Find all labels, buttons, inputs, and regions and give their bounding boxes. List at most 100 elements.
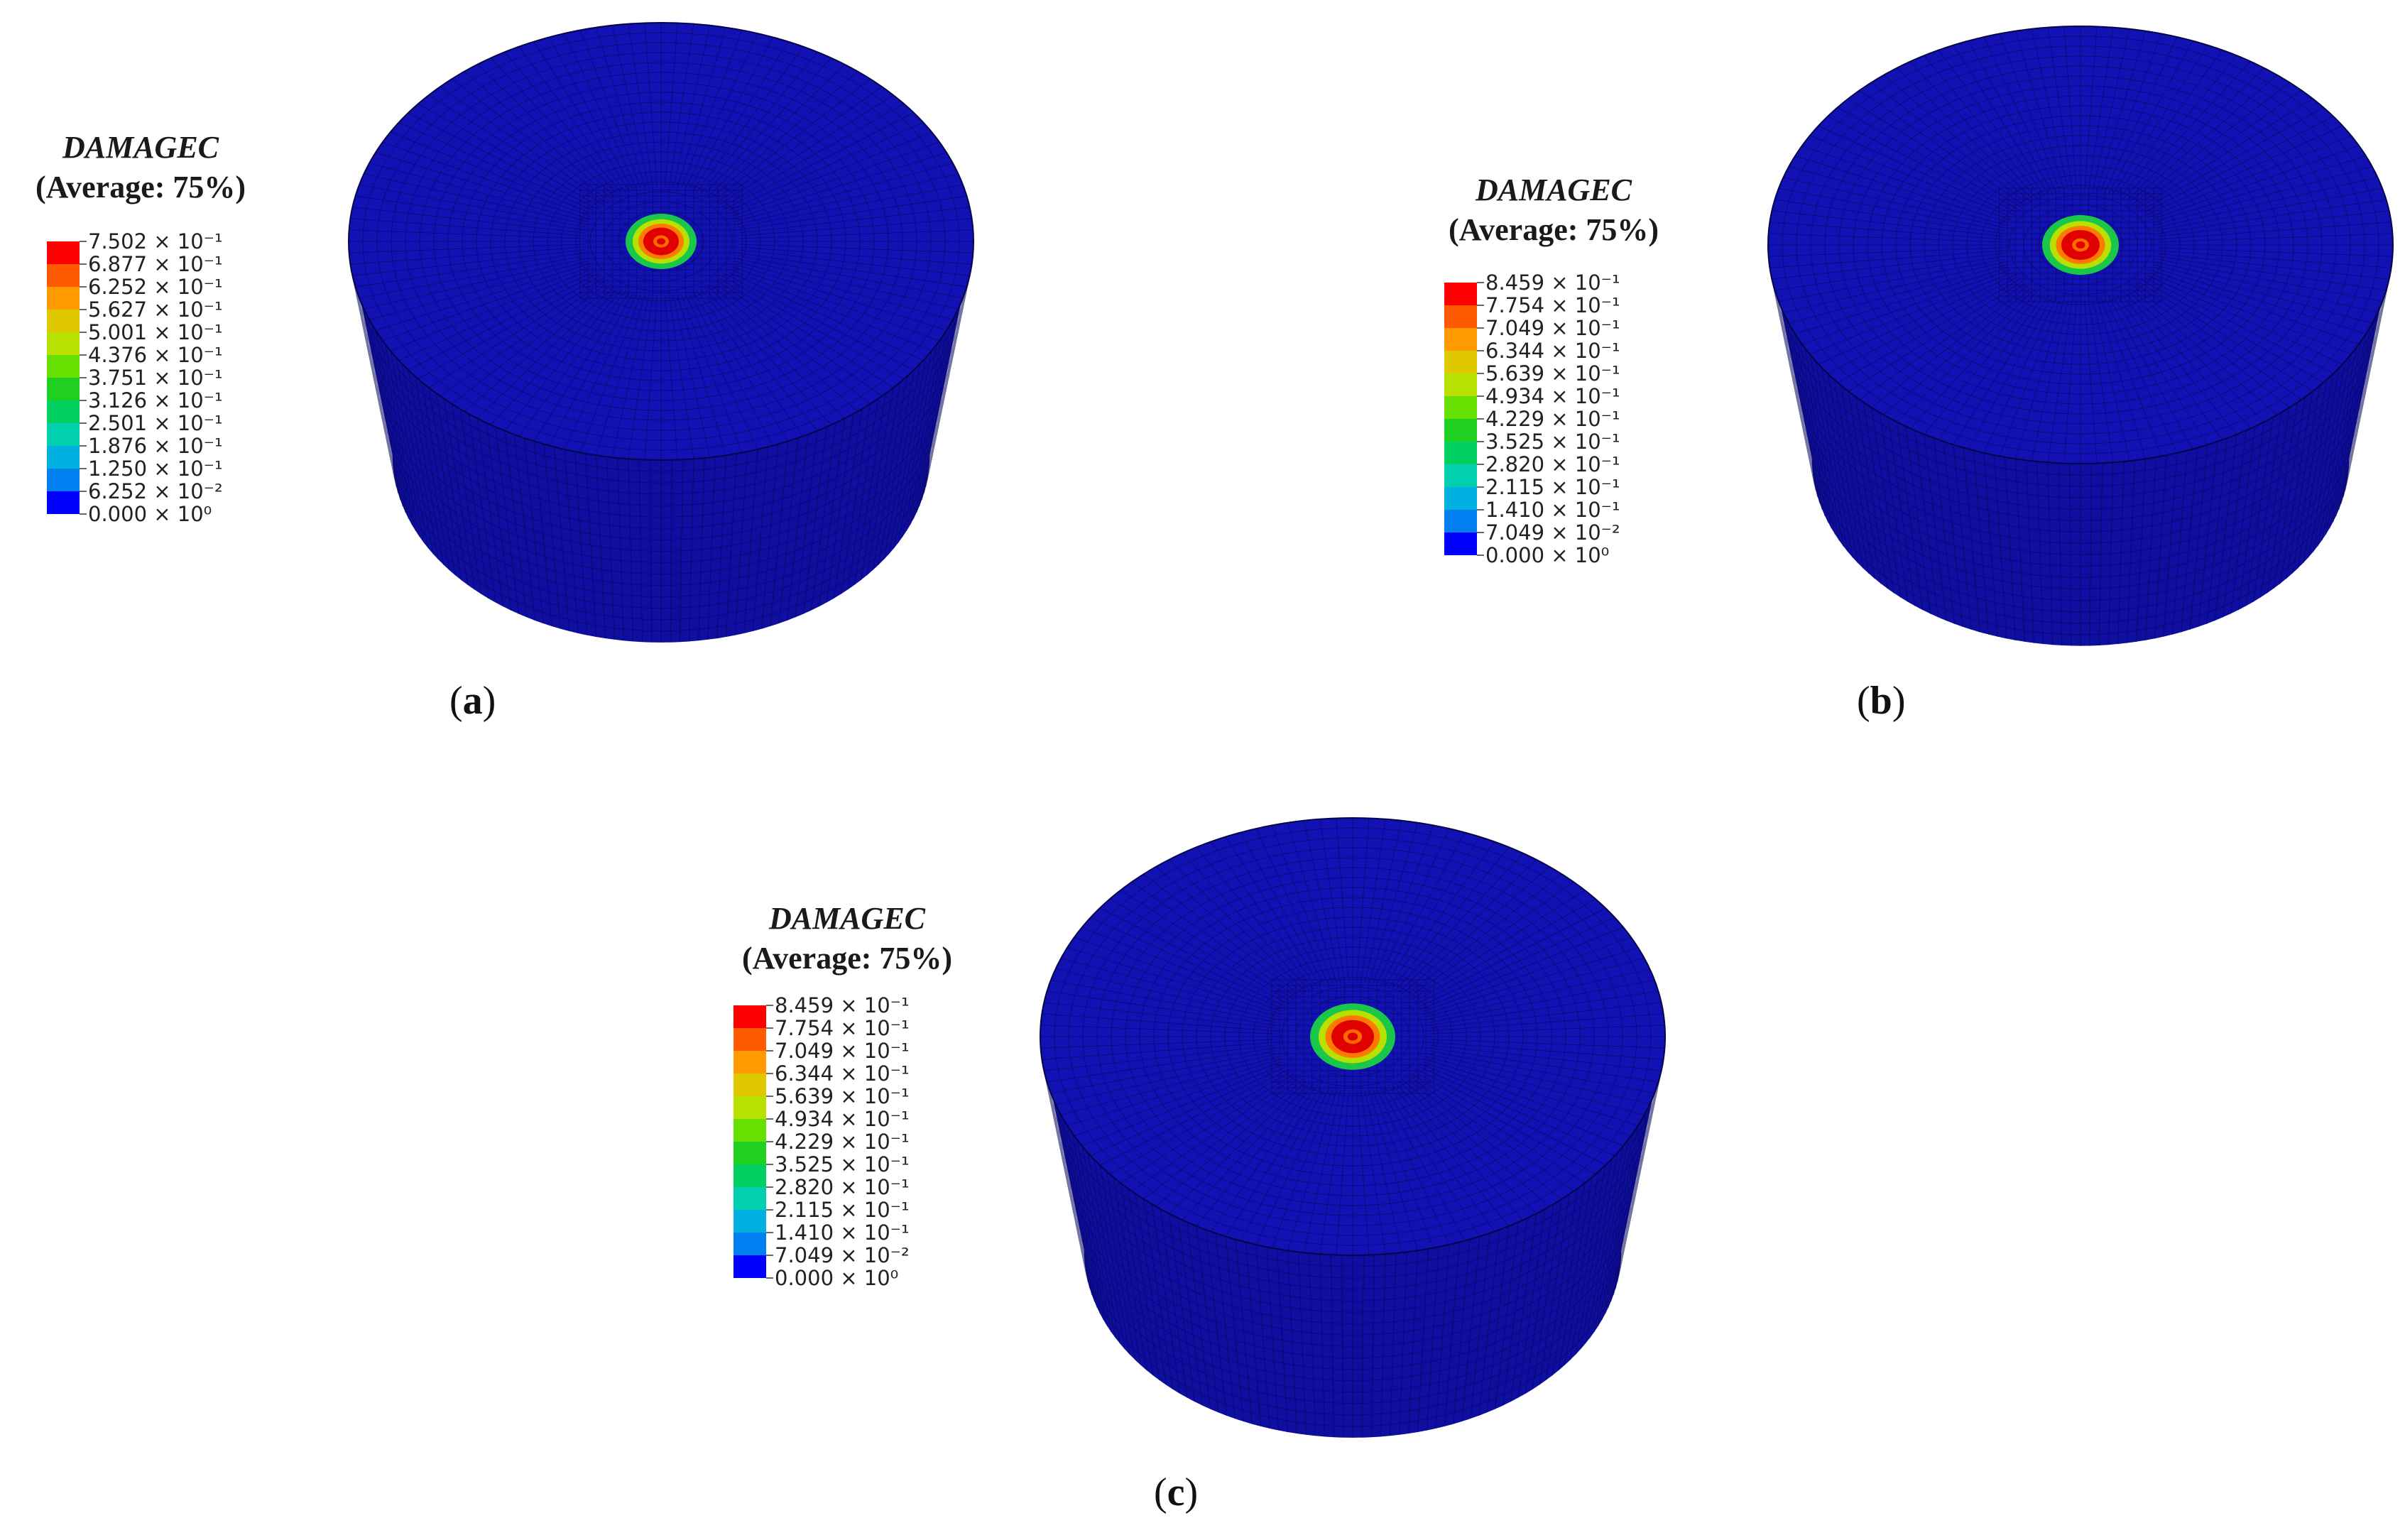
legend-tick-label: 4.229 × 10⁻¹ (775, 1130, 910, 1154)
legend-tick (1477, 305, 1484, 306)
color-swatch (1444, 487, 1477, 510)
legend-tick-label: 7.049 × 10⁻² (1485, 520, 1620, 545)
legend-tick-label: 5.639 × 10⁻¹ (775, 1084, 910, 1108)
legend-title: DAMAGEC (768, 901, 926, 936)
legend-tick (766, 1005, 773, 1006)
cylinder-model-a (348, 22, 974, 643)
legend-tick-label: 3.126 × 10⁻¹ (88, 388, 223, 413)
legend-tick (766, 1027, 773, 1029)
caption-c: (c) (1154, 1470, 1199, 1514)
color-swatch (734, 1096, 766, 1119)
legend-tick (80, 263, 87, 265)
color-swatch (47, 400, 80, 423)
legend-tick-label: 4.934 × 10⁻¹ (775, 1107, 910, 1131)
legend-tick-label: 5.639 × 10⁻¹ (1485, 361, 1620, 386)
legend-tick-label: 8.459 × 10⁻¹ (1485, 271, 1620, 295)
legend-tick-label: 1.410 × 10⁻¹ (775, 1220, 910, 1245)
legend-tick-label: 2.115 × 10⁻¹ (1485, 475, 1620, 499)
legend-subtitle: (Average: 75%) (741, 941, 953, 976)
legend-tick (1477, 373, 1484, 374)
legend-tick-label: 7.754 × 10⁻¹ (775, 1016, 910, 1040)
legend-tick (766, 1141, 773, 1142)
color-swatch (47, 378, 80, 400)
color-bar (734, 1005, 766, 1278)
color-bar (47, 241, 80, 514)
side-mesh (348, 249, 974, 643)
color-bar (1444, 283, 1477, 555)
legend-tick (766, 1096, 773, 1097)
color-swatch (734, 1074, 766, 1096)
damage-zone (1347, 1032, 1358, 1041)
cylinder-model-c (1040, 817, 1666, 1438)
legend-tick-label: 2.820 × 10⁻¹ (1485, 452, 1620, 476)
legend-tick (1477, 555, 1484, 556)
legend-tick (80, 241, 87, 242)
color-swatch (47, 310, 80, 332)
legend-tick-label: 7.754 × 10⁻¹ (1485, 293, 1620, 317)
legend-tick (80, 309, 87, 310)
legend-tick (1477, 282, 1484, 283)
color-swatch (734, 1187, 766, 1210)
caption-a: (a) (449, 679, 496, 723)
legend-tick (766, 1164, 773, 1165)
color-swatch (1444, 442, 1477, 464)
color-swatch (734, 1005, 766, 1028)
legend-tick (766, 1277, 773, 1279)
legend-tick-label: 5.001 × 10⁻¹ (88, 320, 223, 344)
legend-tick-label: 2.115 × 10⁻¹ (775, 1198, 910, 1222)
legend-tick (766, 1186, 773, 1188)
legend-tick (1477, 350, 1484, 351)
side-mesh (1767, 252, 2394, 646)
cylinder-rim (1040, 817, 1666, 1256)
legend-subtitle: (Average: 75%) (1448, 212, 1659, 247)
color-swatch (1444, 510, 1477, 533)
color-swatch (734, 1210, 766, 1233)
legend-tick-label: 3.525 × 10⁻¹ (775, 1152, 910, 1176)
color-swatch (1444, 464, 1477, 487)
legend-tick-label: 7.502 × 10⁻¹ (88, 229, 223, 253)
legend-tick-label: 6.344 × 10⁻¹ (775, 1061, 910, 1086)
legend-tick-label: 7.049 × 10⁻¹ (775, 1039, 910, 1063)
legend-tick (1477, 395, 1484, 397)
legend-tick-label: 1.410 × 10⁻¹ (1485, 498, 1620, 522)
legend-c: DAMAGEC (Average: 75%) (712, 899, 982, 978)
color-swatch (47, 264, 80, 287)
color-swatch (734, 1142, 766, 1164)
legend-tick (1477, 441, 1484, 442)
legend-tick (80, 400, 87, 401)
color-swatch (1444, 283, 1477, 305)
color-swatch (47, 332, 80, 355)
legend-tick (766, 1232, 773, 1233)
legend-tick-label: 3.525 × 10⁻¹ (1485, 430, 1620, 454)
color-swatch (47, 241, 80, 264)
legend-tick (80, 286, 87, 288)
legend-title: DAMAGEC (62, 130, 219, 165)
legend-tick (766, 1073, 773, 1074)
color-swatch (1444, 305, 1477, 328)
legend-tick-label: 4.376 × 10⁻¹ (88, 343, 223, 367)
legend-tick-label: 5.627 × 10⁻¹ (88, 297, 223, 322)
damage-zone (657, 238, 665, 245)
legend-tick-label: 0.000 × 10⁰ (1485, 543, 1610, 567)
legend-tick-label: 3.751 × 10⁻¹ (88, 366, 223, 390)
legend-tick (1477, 509, 1484, 510)
legend-tick-label: 4.934 × 10⁻¹ (1485, 384, 1620, 408)
color-swatch (1444, 328, 1477, 351)
legend-tick (1477, 486, 1484, 488)
legend-tick (1477, 418, 1484, 420)
cylinder-model-b (1767, 26, 2394, 646)
legend-tick (80, 377, 87, 378)
color-swatch (734, 1164, 766, 1187)
color-swatch (1444, 373, 1477, 396)
legend-tick (80, 422, 87, 424)
color-swatch (47, 491, 80, 514)
color-swatch (47, 446, 80, 469)
legend-tick (80, 445, 87, 447)
legend-tick (1477, 327, 1484, 329)
color-swatch (1444, 533, 1477, 555)
legend-tick (80, 468, 87, 469)
color-swatch (734, 1119, 766, 1142)
color-swatch (734, 1255, 766, 1278)
legend-a: DAMAGEC (Average: 75%) (6, 128, 276, 207)
